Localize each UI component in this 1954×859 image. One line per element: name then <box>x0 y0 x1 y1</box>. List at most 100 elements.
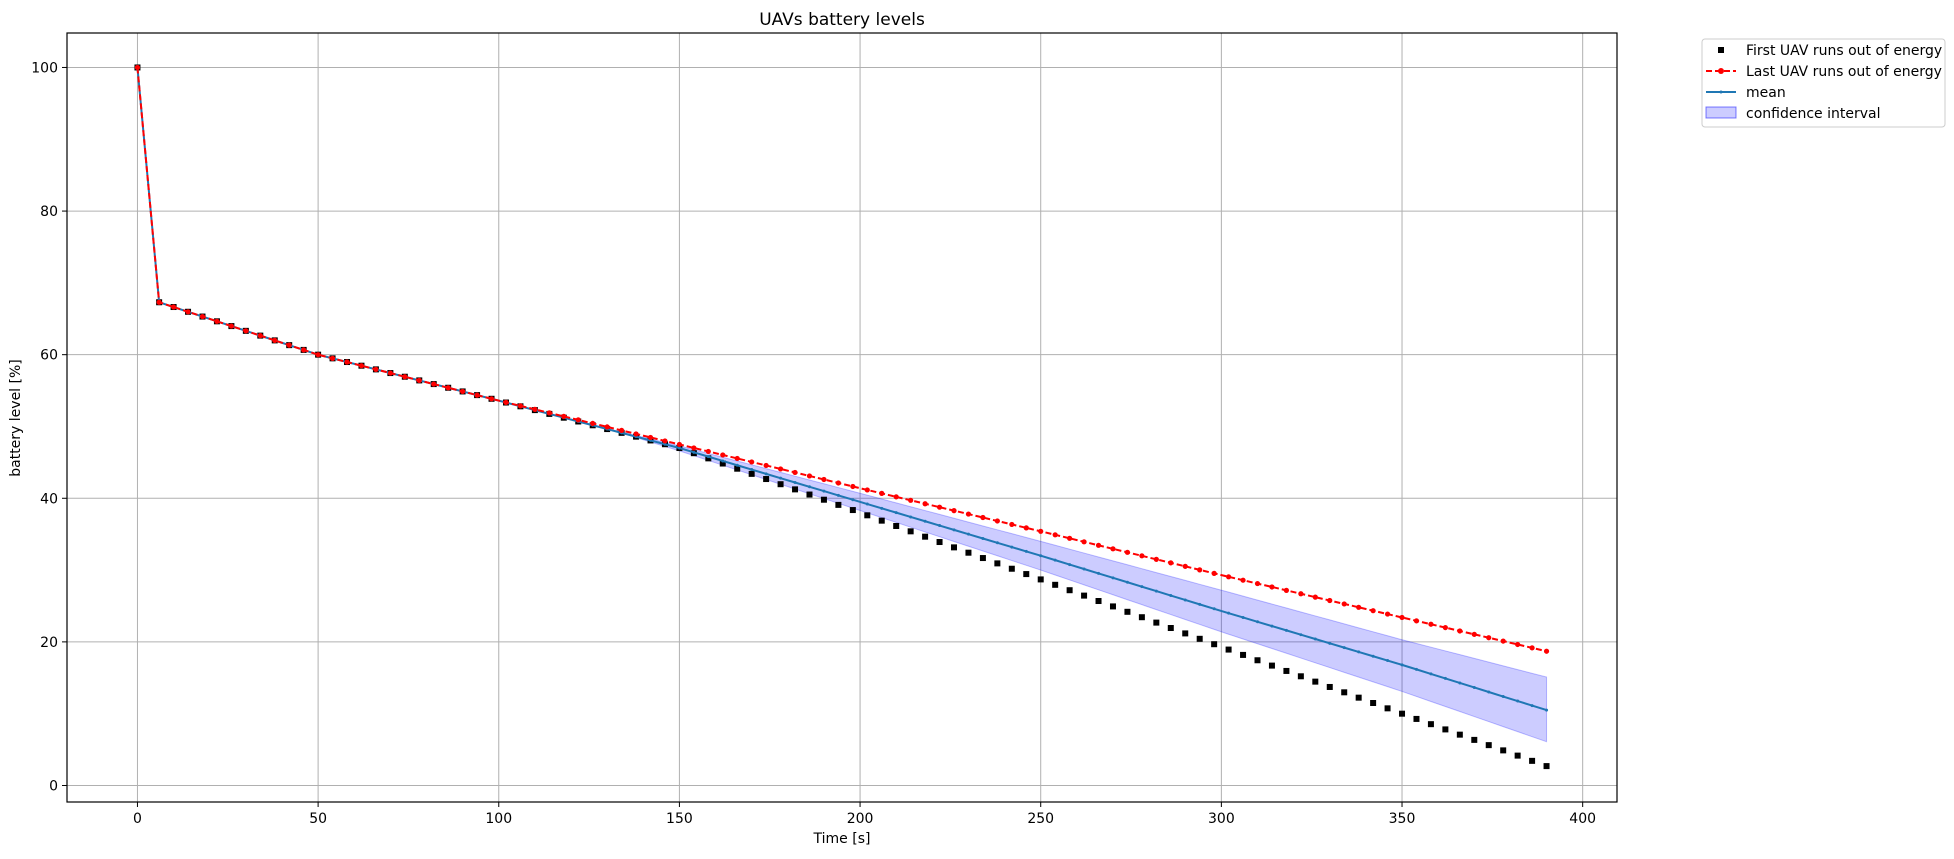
legend-label-band: confidence interval <box>1746 106 1880 122</box>
last-uav-point <box>994 518 1000 524</box>
x-tick-label: 350 <box>1389 811 1416 827</box>
last-uav-point <box>893 494 899 500</box>
first-uav-point <box>1052 581 1059 588</box>
last-uav-point <box>879 490 885 496</box>
mean-point <box>1414 667 1418 671</box>
last-uav-point <box>806 473 813 479</box>
last-uav-point <box>416 377 422 384</box>
first-uav-point <box>1456 731 1463 738</box>
last-uav-point <box>734 455 740 462</box>
series-last-uav <box>134 64 1550 654</box>
y-tick-label: 80 <box>40 204 58 220</box>
last-uav-point <box>1081 539 1087 545</box>
first-uav-point <box>893 522 900 529</box>
mean-point <box>1256 620 1260 624</box>
last-uav-point <box>936 504 943 510</box>
first-uav-point <box>1399 710 1406 717</box>
y-tick-label: 20 <box>40 635 58 651</box>
first-uav-point <box>965 549 972 556</box>
last-uav-point <box>763 462 769 469</box>
mean-point <box>1299 633 1303 637</box>
mean-point <box>1501 695 1505 699</box>
mean-point <box>764 472 768 476</box>
last-uav-point <box>358 363 365 369</box>
first-uav-point <box>1211 641 1218 648</box>
first-uav-point <box>1268 662 1275 669</box>
mean-point <box>1097 571 1101 575</box>
last-uav-point <box>575 417 581 423</box>
x-tick-label: 250 <box>1027 811 1054 827</box>
mean-point <box>1024 549 1028 553</box>
mean-point <box>880 506 884 510</box>
x-tick-label: 100 <box>485 811 512 827</box>
last-uav-point <box>1095 542 1102 548</box>
last-uav-point <box>1370 608 1376 614</box>
last-uav-point <box>257 333 263 339</box>
last-uav-point <box>301 347 307 353</box>
last-uav-point <box>1457 628 1463 634</box>
mean-point <box>1443 676 1447 680</box>
mean-point <box>1227 611 1231 615</box>
first-uav-point <box>792 486 799 493</box>
y-axis-label: battery level [%] <box>8 359 24 477</box>
x-tick-label: 50 <box>309 811 327 827</box>
mean-point <box>692 450 696 454</box>
last-uav-point <box>908 497 914 503</box>
mean-point <box>1400 663 1404 667</box>
mean-point <box>1516 699 1520 703</box>
grid <box>67 33 1617 802</box>
first-uav-point <box>1442 726 1449 733</box>
mean-point <box>923 519 927 523</box>
first-uav-point <box>1543 763 1550 770</box>
mean-point <box>1487 690 1491 694</box>
last-uav-point <box>170 304 177 310</box>
last-uav-point <box>286 342 292 348</box>
last-uav-point <box>373 366 379 372</box>
last-uav-point <box>1225 574 1232 580</box>
mean-point <box>735 463 739 467</box>
last-uav-point <box>1413 618 1420 624</box>
last-uav-point <box>1110 546 1116 552</box>
mean-point <box>836 493 840 497</box>
first-uav-point <box>922 533 929 540</box>
mean-point <box>721 459 725 463</box>
mean-point <box>1140 585 1144 589</box>
last-uav-point <box>705 448 711 455</box>
x-tick-label: 150 <box>666 811 693 827</box>
legend-marker-first <box>1718 47 1724 53</box>
last-uav-point <box>1442 624 1448 631</box>
last-uav-point <box>1341 601 1347 607</box>
last-uav-point <box>1327 597 1333 604</box>
mean-point <box>1169 594 1173 598</box>
first-uav-point <box>1182 630 1189 637</box>
mean-point <box>1371 654 1375 658</box>
first-uav-point <box>734 465 741 472</box>
first-uav-point <box>951 544 958 551</box>
x-tick-label: 300 <box>1208 811 1235 827</box>
first-uav-point <box>1196 635 1203 642</box>
last-uav-point <box>850 483 856 490</box>
first-uav-point <box>1240 651 1247 658</box>
last-uav-point <box>1023 525 1029 531</box>
mean-point <box>1472 685 1476 689</box>
last-uav-point <box>214 318 220 324</box>
last-uav-point <box>431 381 437 387</box>
mean-point <box>1270 624 1274 628</box>
last-uav-point <box>1500 638 1506 644</box>
mean-point <box>851 498 855 502</box>
last-uav-point <box>185 309 191 315</box>
first-uav-point <box>864 512 871 519</box>
first-uav-point <box>705 455 712 462</box>
first-uav-point <box>1485 742 1492 749</box>
first-uav-point <box>1326 683 1333 690</box>
last-uav-point <box>864 487 870 493</box>
last-uav-point <box>1211 570 1217 576</box>
mean-point <box>909 515 913 519</box>
mean-point <box>1010 545 1014 549</box>
last-uav-point <box>1009 521 1015 528</box>
last-uav-point <box>647 434 654 441</box>
legend-marker-last <box>1718 68 1724 74</box>
last-uav-point <box>1283 587 1290 593</box>
last-uav-point <box>134 64 141 71</box>
